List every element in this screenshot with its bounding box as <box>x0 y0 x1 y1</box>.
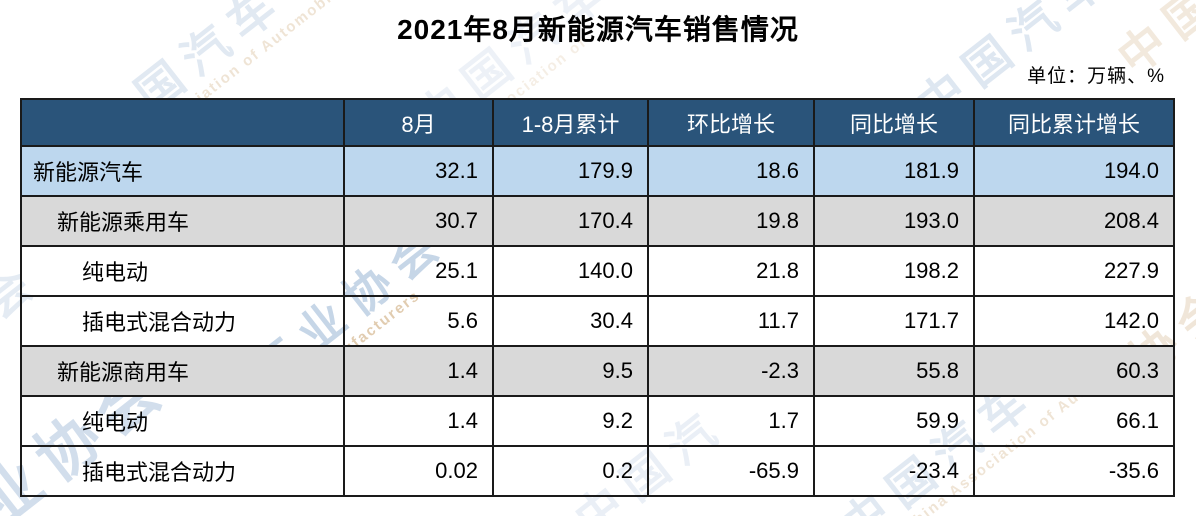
sales-table: 8月 1-8月累计 环比增长 同比增长 同比累计增长 新能源汽车 32.1 179.9 18.… <box>20 98 1175 497</box>
value-cell: 55.8 <box>813 345 975 397</box>
value-cell: 66.1 <box>973 395 1175 447</box>
value-cell: 208.4 <box>973 195 1175 247</box>
value-cell: 25.1 <box>343 245 494 297</box>
row-label-cell: 插电式混合动力 <box>20 445 345 497</box>
value-cell: 30.4 <box>492 295 649 347</box>
table-row: 插电式混合动力 5.6 30.4 11.7 171.7 142.0 <box>20 295 1175 347</box>
table-row: 纯电动 25.1 140.0 21.8 198.2 227.9 <box>20 245 1175 297</box>
column-header: 同比增长 <box>813 98 975 147</box>
value-cell: 0.02 <box>343 445 494 497</box>
value-cell: 181.9 <box>813 145 975 197</box>
value-cell: 140.0 <box>492 245 649 297</box>
value-cell: 30.7 <box>343 195 494 247</box>
page-title: 2021年8月新能源汽车销售情况 <box>397 14 799 45</box>
value-cell: 171.7 <box>813 295 975 347</box>
value-cell: 142.0 <box>973 295 1175 347</box>
row-label-cell: 新能源商用车 <box>20 345 345 397</box>
value-cell: 1.4 <box>343 395 494 447</box>
row-label-cell: 新能源乘用车 <box>20 195 345 247</box>
value-cell: -2.3 <box>647 345 815 397</box>
column-header: 1-8月累计 <box>492 98 649 147</box>
value-cell: -65.9 <box>647 445 815 497</box>
row-label-cell: 新能源汽车 <box>20 145 345 197</box>
table-row: 插电式混合动力 0.02 0.2 -65.9 -23.4 -35.6 <box>20 445 1175 497</box>
value-cell: 19.8 <box>647 195 815 247</box>
value-cell: 18.6 <box>647 145 815 197</box>
column-header: 同比累计增长 <box>973 98 1175 147</box>
value-cell: -35.6 <box>973 445 1175 497</box>
value-cell: 193.0 <box>813 195 975 247</box>
value-cell: 170.4 <box>492 195 649 247</box>
value-cell: 21.8 <box>647 245 815 297</box>
table-row: 纯电动 1.4 9.2 1.7 59.9 66.1 <box>20 395 1175 447</box>
value-cell: 11.7 <box>647 295 815 347</box>
unit-note: 单位：万辆、% <box>1027 66 1165 87</box>
value-cell: 5.6 <box>343 295 494 347</box>
table-row: 新能源商用车 1.4 9.5 -2.3 55.8 60.3 <box>20 345 1175 397</box>
table-header-row: 8月 1-8月累计 环比增长 同比增长 同比累计增长 <box>20 98 1175 147</box>
value-cell: 32.1 <box>343 145 494 197</box>
row-label-cell: 插电式混合动力 <box>20 295 345 347</box>
row-label-cell: 纯电动 <box>20 395 345 447</box>
value-cell: 194.0 <box>973 145 1175 197</box>
value-cell: 60.3 <box>973 345 1175 397</box>
row-label-cell: 纯电动 <box>20 245 345 297</box>
column-header: 环比增长 <box>647 98 815 147</box>
value-cell: 179.9 <box>492 145 649 197</box>
value-cell: 1.7 <box>647 395 815 447</box>
corner-header-cell <box>20 98 345 147</box>
value-cell: 59.9 <box>813 395 975 447</box>
value-cell: 9.2 <box>492 395 649 447</box>
value-cell: 1.4 <box>343 345 494 397</box>
sales-table-wrapper: 8月 1-8月累计 环比增长 同比增长 同比累计增长 新能源汽车 32.1 179.9 18.… <box>20 98 1175 497</box>
table-body: 新能源汽车 32.1 179.9 18.6 181.9 194.0 新能源乘用车 30.7 17… <box>20 145 1175 497</box>
value-cell: 198.2 <box>813 245 975 297</box>
value-cell: 9.5 <box>492 345 649 397</box>
table-row: 新能源汽车 32.1 179.9 18.6 181.9 194.0 <box>20 145 1175 197</box>
table-row: 新能源乘用车 30.7 170.4 19.8 193.0 208.4 <box>20 195 1175 247</box>
value-cell: 0.2 <box>492 445 649 497</box>
column-header: 8月 <box>343 98 494 147</box>
value-cell: 227.9 <box>973 245 1175 297</box>
value-cell: -23.4 <box>813 445 975 497</box>
